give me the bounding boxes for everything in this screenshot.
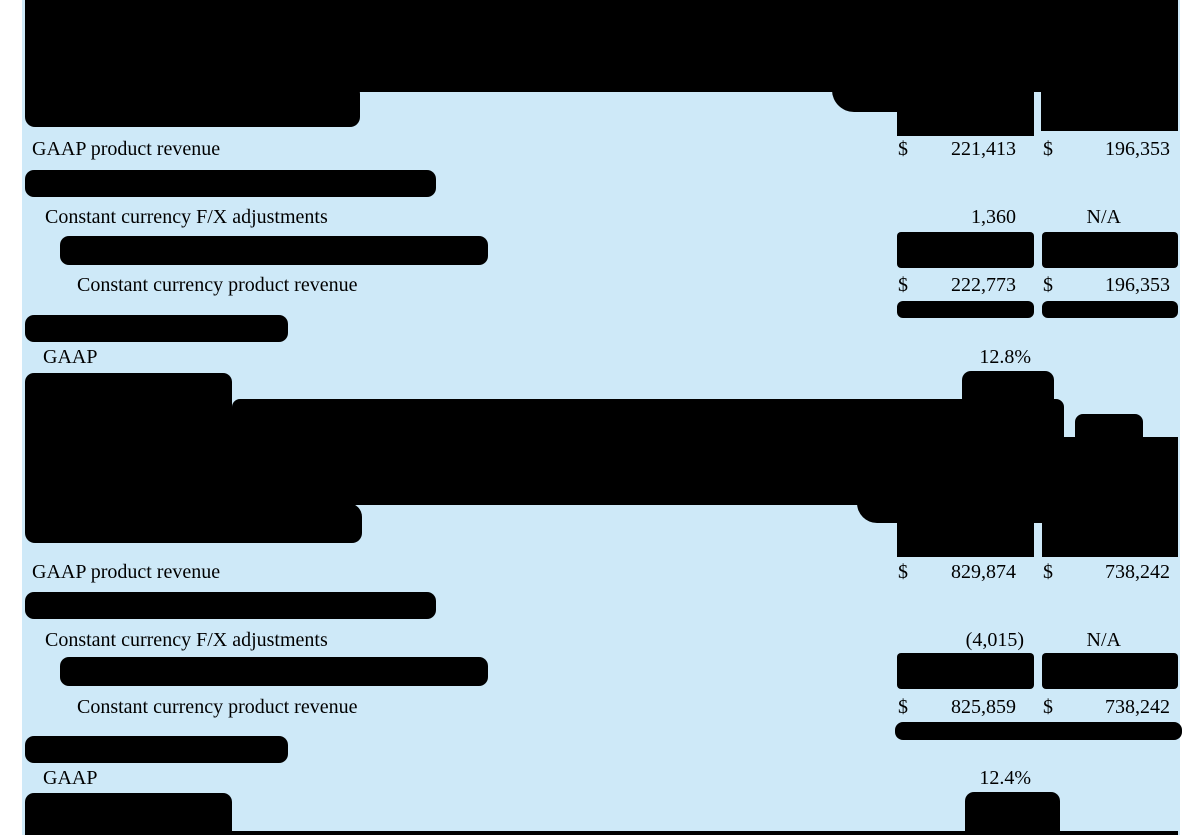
redacted-col2-value: [1042, 653, 1178, 689]
value-col1: 222,773: [951, 274, 1016, 296]
row-label: GAAP product revenue: [32, 138, 221, 160]
redacted-value: [965, 792, 1060, 835]
row-label: Constant currency product revenue: [77, 696, 358, 718]
currency-sign: $: [898, 561, 908, 583]
redacted-underline-span: [895, 722, 1182, 740]
redacted-title-block-2: [25, 437, 1178, 505]
redacted-row-label: [25, 592, 436, 619]
redacted-bottom-strip: [25, 831, 1178, 835]
value-col1: 1,360: [971, 206, 1016, 228]
redacted-col1-value: [897, 653, 1034, 689]
redacted-col2-header-2: [1042, 518, 1178, 557]
redacted-col1-value: [897, 232, 1034, 268]
currency-sign: $: [1043, 696, 1053, 718]
redacted-col2-value: [1042, 232, 1178, 268]
value-col1: 825,859: [951, 696, 1016, 718]
redacted-col1-header-2: [897, 518, 1034, 557]
value-col2: N/A: [1086, 629, 1121, 651]
value-col1: 12.8%: [979, 346, 1031, 368]
value-col2: 738,242: [1105, 561, 1170, 583]
table-row: GAAP 12.8%: [0, 344, 1200, 370]
currency-sign: $: [898, 138, 908, 160]
table-row: Constant currency F/X adjustments 1,360 …: [0, 204, 1200, 230]
redacted-header-left-1: [25, 80, 360, 127]
value-col2: 738,242: [1105, 696, 1170, 718]
redacted-row-label: [60, 236, 488, 265]
value-col1: 829,874: [951, 561, 1016, 583]
redacted-row-label: [25, 736, 288, 763]
value-col2: N/A: [1086, 206, 1121, 228]
row-label: GAAP: [43, 767, 98, 789]
redacted-row-label: [25, 315, 288, 342]
table-row: GAAP product revenue $ 829,874 $ 738,242: [0, 559, 1200, 585]
redacted-row-label: [25, 170, 436, 197]
redacted-row-label: [60, 657, 488, 686]
redacted-col1-header-1: [897, 80, 1034, 136]
value-col2: 196,353: [1105, 138, 1170, 160]
table-row: GAAP 12.4%: [0, 765, 1200, 791]
redacted-section2-title-right: [1075, 414, 1143, 441]
row-label: Constant currency product revenue: [77, 274, 358, 296]
redacted-title-block-1: [25, 0, 1178, 92]
row-label: Constant currency F/X adjustments: [45, 206, 328, 228]
table-row: GAAP product revenue $ 221,413 $ 196,353: [0, 136, 1200, 162]
table-row: Constant currency product revenue $ 222,…: [0, 272, 1200, 298]
currency-sign: $: [1043, 138, 1053, 160]
value-col2: 196,353: [1105, 274, 1170, 296]
currency-sign: $: [1043, 561, 1053, 583]
value-col1: 12.4%: [979, 767, 1031, 789]
value-col1: (4,015): [965, 629, 1024, 651]
currency-sign: $: [898, 696, 908, 718]
redacted-header-connector-1: [832, 80, 904, 112]
table-row: Constant currency F/X adjustments (4,015…: [0, 627, 1200, 653]
currency-sign: $: [898, 274, 908, 296]
row-label: GAAP: [43, 346, 98, 368]
row-label: Constant currency F/X adjustments: [45, 629, 328, 651]
row-label: GAAP product revenue: [32, 561, 221, 583]
table-row: Constant currency product revenue $ 825,…: [0, 694, 1200, 720]
redacted-underline-col1: [897, 301, 1034, 318]
redacted-underline-col2: [1042, 301, 1178, 318]
redacted-col2-header-1: [1041, 80, 1178, 131]
redacted-row-label: [25, 793, 232, 835]
redacted-section2-title: [232, 399, 1064, 441]
redacted-header-left-2: [25, 503, 362, 543]
currency-sign: $: [1043, 274, 1053, 296]
value-col1: 221,413: [951, 138, 1016, 160]
